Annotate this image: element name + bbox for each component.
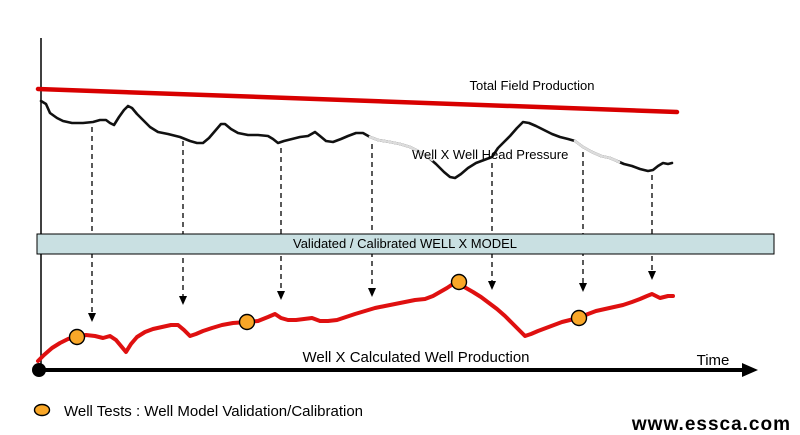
legend-well-test-icon: [33, 403, 51, 417]
model-bar: [36, 233, 775, 255]
total-field-production-line: [35, 86, 680, 115]
time-axis-arrowhead-icon: [742, 363, 758, 377]
arrowhead-7-icon: [648, 271, 656, 280]
calculated-production-label: Well X Calculated Well Production: [302, 349, 529, 366]
dashed-mapping-arrows: [88, 127, 656, 322]
well-head-pressure-curve: [39, 99, 674, 180]
arrowhead-6-icon: [579, 283, 587, 292]
origin-dot: [32, 363, 46, 377]
arrowhead-4-icon: [368, 288, 376, 297]
well-test-dot-3: [450, 273, 468, 291]
arrowhead-2-icon: [179, 296, 187, 305]
arrowhead-5-icon: [488, 281, 496, 290]
well-test-dot-2: [238, 313, 256, 331]
model-bar-label: Validated / Calibrated WELL X MODEL: [293, 236, 517, 251]
total-field-production-label: Total Field Production: [469, 78, 594, 93]
legend: Well Tests : Well Model Validation/Calib…: [33, 403, 363, 420]
arrowhead-3-icon: [277, 291, 285, 300]
legend-label: Well Tests : Well Model Validation/Calib…: [64, 403, 363, 420]
pressure-curve-faded-segment-1: [368, 135, 434, 162]
time-axis-label: Time: [697, 352, 730, 369]
well-test-dot-1: [68, 328, 86, 346]
well-test-dot-4: [570, 309, 588, 327]
well-head-pressure-label: Well X Well Head Pressure: [412, 147, 568, 162]
arrowhead-1-icon: [88, 313, 96, 322]
well-test-markers: [68, 273, 588, 346]
website-link: www.essca.com: [631, 414, 791, 435]
pressure-curve-faded-segment-2: [573, 139, 621, 164]
